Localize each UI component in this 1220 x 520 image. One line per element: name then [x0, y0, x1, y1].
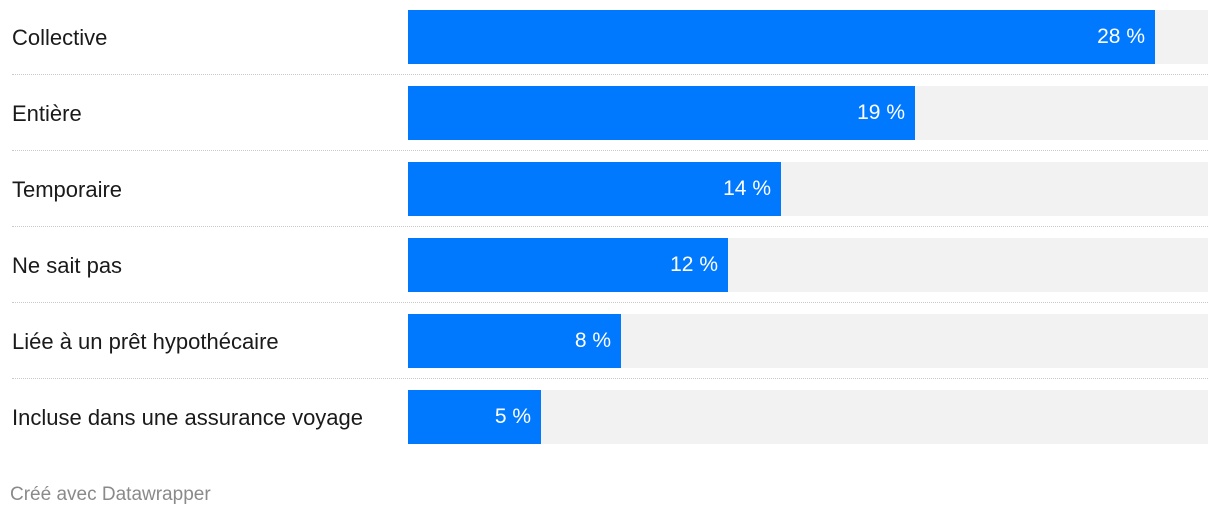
category-label: Temporaire	[12, 177, 123, 202]
bar-row: Collective 28 %	[0, 10, 1210, 86]
bar-track: 8 %	[408, 314, 1208, 368]
bar: 14 %	[408, 162, 781, 216]
value-label: 14 %	[723, 177, 771, 200]
bar: 8 %	[408, 314, 621, 368]
bar: 19 %	[408, 86, 915, 140]
row-divider	[12, 378, 1208, 379]
bar: 28 %	[408, 10, 1155, 64]
category-label: Collective	[12, 25, 108, 50]
value-label: 12 %	[670, 253, 718, 276]
bar-row: Ne sait pas 12 %	[0, 238, 1210, 314]
bar-row: Entière 19 %	[0, 86, 1210, 162]
row-divider	[12, 302, 1208, 303]
row-divider	[12, 226, 1208, 227]
row-divider	[12, 150, 1208, 151]
category-label: Entière	[12, 101, 82, 126]
value-label: 19 %	[857, 101, 905, 124]
value-label: 8 %	[574, 329, 611, 352]
value-label: 5 %	[494, 405, 531, 428]
bar: 12 %	[408, 238, 728, 292]
value-label: 28 %	[1097, 25, 1145, 48]
bar-row: Liée à un prêt hypothécaire 8 %	[0, 314, 1210, 390]
row-divider	[12, 74, 1208, 75]
bar-row: Incluse dans une assurance voyage 5 %	[0, 390, 1210, 466]
bar-track: 19 %	[408, 86, 1208, 140]
category-label: Ne sait pas	[12, 253, 123, 278]
bar-track: 5 %	[408, 390, 1208, 444]
bar-row: Temporaire 14 %	[0, 162, 1210, 238]
bar-track: 28 %	[408, 10, 1208, 64]
bar-track: 14 %	[408, 162, 1208, 216]
bar: 5 %	[408, 390, 541, 444]
bar-track: 12 %	[408, 238, 1208, 292]
bar-chart: Collective 28 % Entière 19 % Temporaire 14 % N…	[0, 10, 1210, 466]
category-label: Liée à un prêt hypothécaire	[12, 329, 279, 354]
datawrapper-credit[interactable]: Créé avec Datawrapper	[10, 484, 211, 505]
category-label: Incluse dans une assurance voyage	[12, 405, 364, 430]
